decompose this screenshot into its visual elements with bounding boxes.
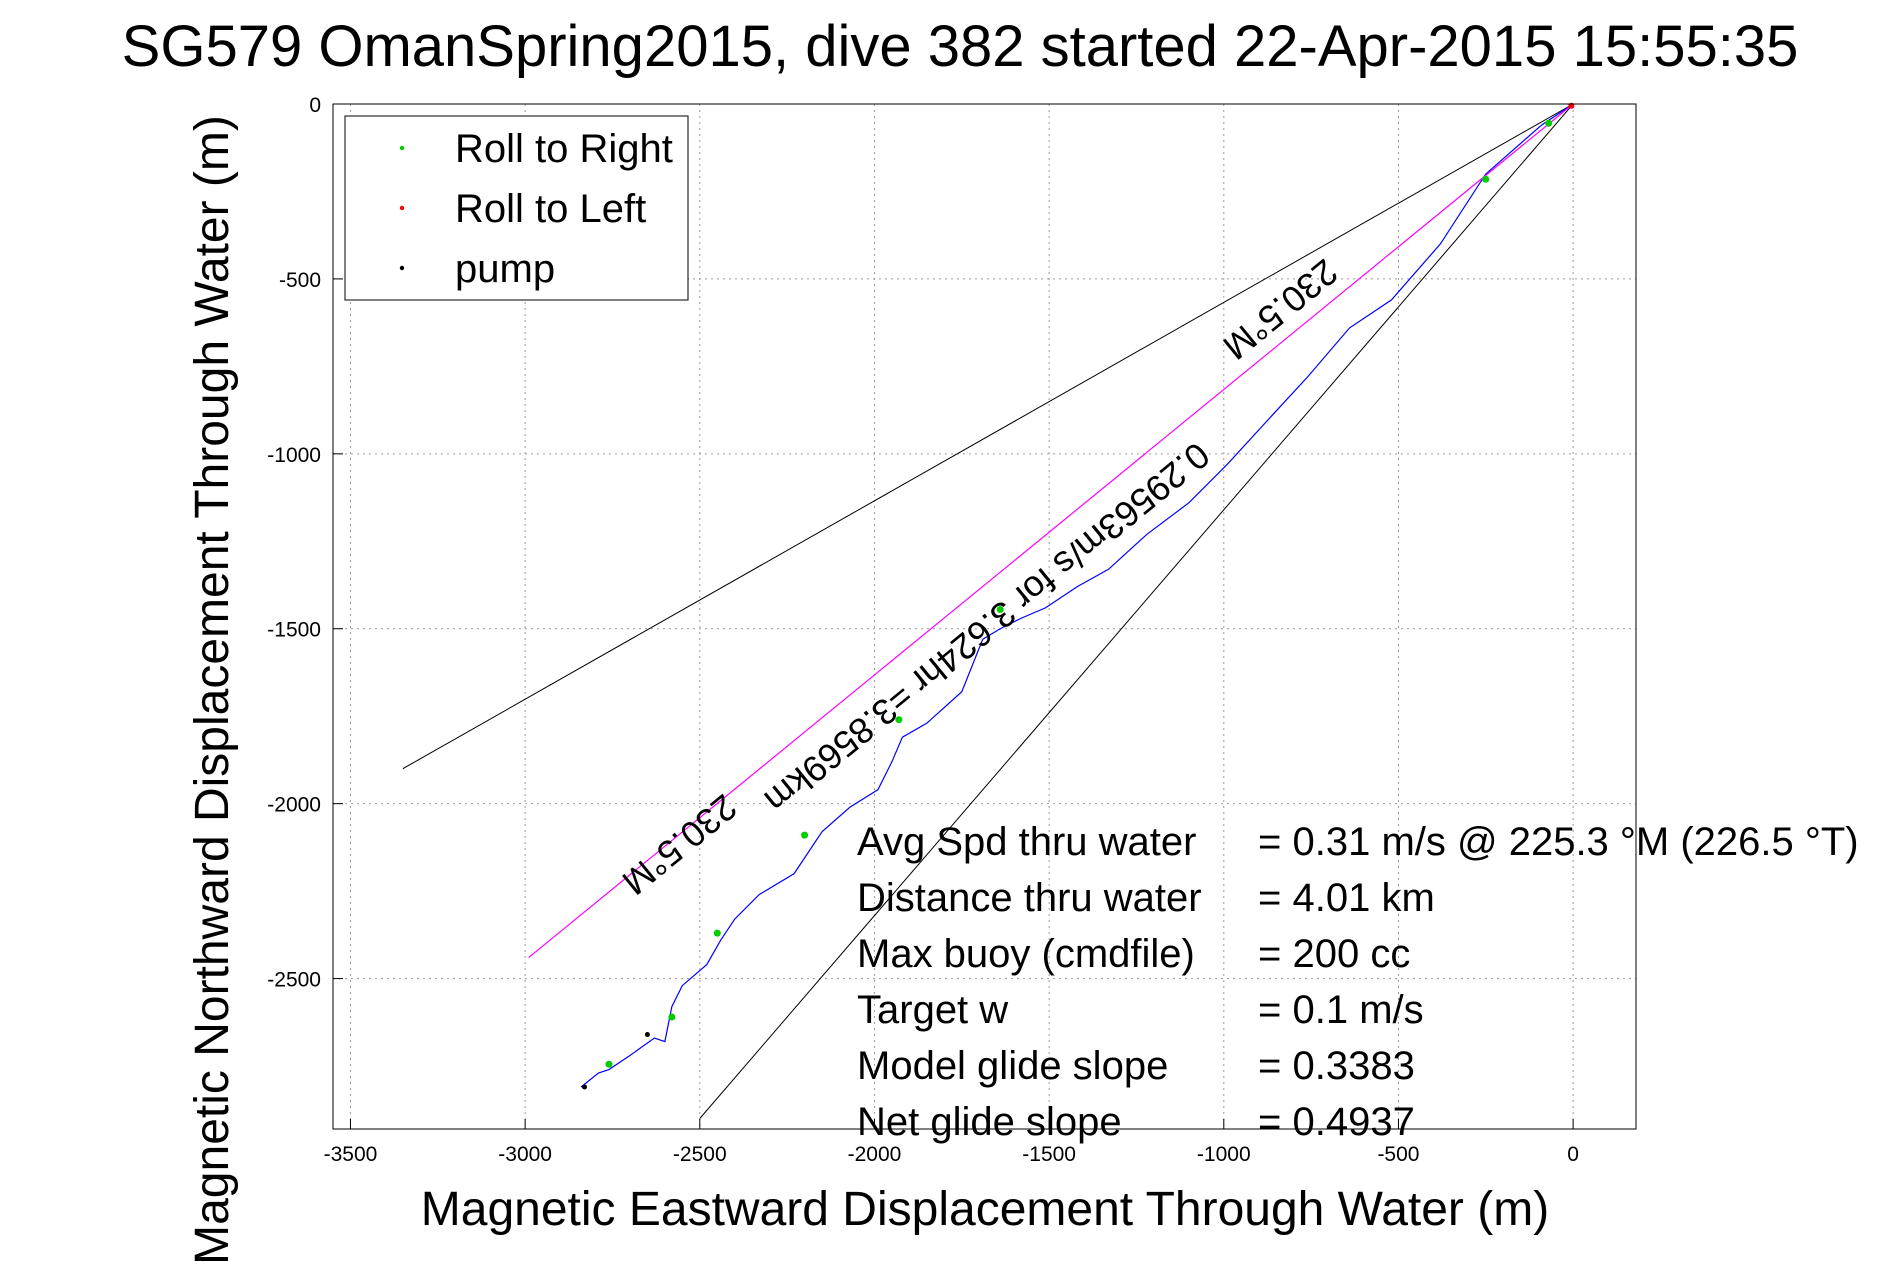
y-tick-label: -500: [279, 269, 321, 292]
x-tick-label: -1000: [1197, 1143, 1251, 1166]
x-tick-label: -500: [1377, 1143, 1419, 1166]
x-tick-label: -2000: [848, 1143, 902, 1166]
pump-point: [644, 1032, 650, 1038]
legend-marker: [399, 265, 405, 271]
stat-label: Distance thru water: [857, 876, 1202, 920]
dive-stats: Avg Spd thru water = 0.31 m/s @ 225.3 °M …: [857, 820, 1859, 1144]
heading-annotation: 230.5°M: [1216, 251, 1346, 368]
stat-value: = 4.01 km: [1258, 876, 1435, 920]
heading-annotations: 230.5°M0.29563m/s for 3.624hr =3.8569km2…: [615, 251, 1346, 903]
series-line: [580, 103, 1574, 1088]
roll-right-point: [801, 831, 809, 839]
roll-right-point: [895, 716, 903, 724]
legend-entry: Roll to Right: [455, 127, 673, 171]
stat-label: Model glide slope: [857, 1044, 1168, 1088]
x-tick-label: 0: [1567, 1143, 1579, 1166]
reference-lines: [402, 103, 1574, 1119]
roll-right-point: [1545, 119, 1553, 127]
x-axis-ticks: -3500 -3000 -2500 -2000 -1500 -1000 -500 0: [324, 1119, 1579, 1166]
event-markers: [582, 102, 1575, 1090]
x-tick-label: -3000: [498, 1143, 552, 1166]
roll-right-point: [713, 929, 721, 937]
x-axis-label: Magnetic Eastward Displacement Through W…: [421, 1183, 1549, 1236]
x-tick-label: -3500: [324, 1143, 378, 1166]
legend: Roll to Right Roll to Left pump: [344, 115, 689, 301]
stat-value: = 0.31 m/s @ 225.3 °M (226.5 °T): [1258, 820, 1859, 864]
roll-right-point: [1482, 175, 1490, 183]
reference-line: [699, 103, 1574, 1119]
y-tick-label: -2500: [267, 969, 321, 992]
y-axis-ticks: 0 -500 -1000 -1500 -2000 -2500: [267, 94, 343, 992]
y-tick-label: -1500: [267, 619, 321, 642]
pump-point: [582, 1084, 588, 1090]
legend-marker: [399, 145, 405, 151]
stat-label: Max buoy (cmdfile): [857, 932, 1195, 976]
legend-entry: Roll to Left: [455, 187, 646, 231]
plot-frame: [332, 103, 1637, 1130]
x-tick-label: -2500: [673, 1143, 727, 1166]
series-line: [528, 103, 1574, 959]
stat-value: = 0.4937: [1258, 1100, 1415, 1144]
legend-entry: pump: [455, 247, 555, 291]
stat-value: = 0.3383: [1258, 1044, 1415, 1088]
stat-label: Target w: [857, 988, 1008, 1032]
roll-right-point: [668, 1013, 676, 1021]
y-tick-label: -2000: [267, 794, 321, 817]
heading-annotation: 0.29563m/s for 3.624hr =3.8569km: [757, 434, 1218, 821]
roll-right-point: [605, 1060, 613, 1068]
reference-line: [402, 103, 1574, 770]
y-tick-label: 0: [309, 94, 321, 117]
roll-right-point: [996, 606, 1004, 614]
stat-label: Avg Spd thru water: [857, 820, 1196, 864]
stat-value: = 0.1 m/s: [1258, 988, 1424, 1032]
stat-value: = 200 cc: [1258, 932, 1410, 976]
y-axis-label: Magnetic Northward Displacement Through …: [186, 115, 239, 1262]
y-tick-label: -1000: [267, 444, 321, 467]
track-series: [528, 103, 1574, 1088]
legend-marker: [399, 205, 405, 211]
chart-title: SG579 OmanSpring2015, dive 382 started 2…: [122, 14, 1799, 79]
x-tick-label: -1500: [1022, 1143, 1076, 1166]
stat-label: Net glide slope: [857, 1100, 1122, 1144]
